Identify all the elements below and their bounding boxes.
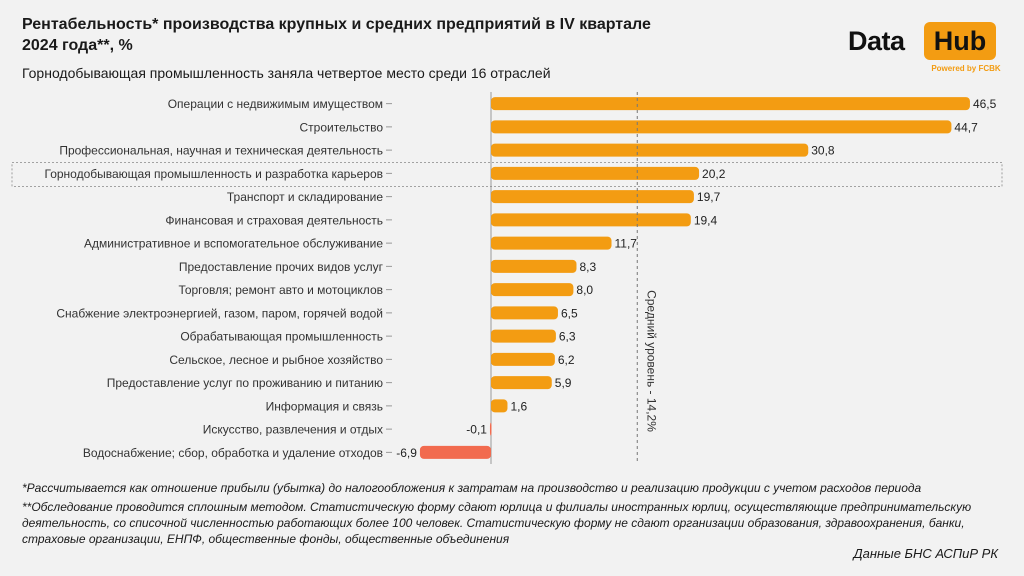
- source-note: Данные БНС АСПиР РК: [853, 546, 998, 561]
- value-label: -0,1: [466, 423, 487, 437]
- category-label: Водоснабжение; сбор, обработка и удалени…: [83, 446, 383, 460]
- bar: [491, 213, 691, 227]
- bar: [491, 190, 694, 204]
- value-label: 20,2: [702, 167, 726, 181]
- bar: [491, 399, 508, 413]
- value-label: 8,3: [579, 260, 596, 274]
- category-label: Торговля; ремонт авто и мотоциклов: [178, 283, 383, 297]
- value-label: 1,6: [510, 399, 527, 413]
- chart-subtitle: Горнодобывающая промышленность заняла че…: [22, 65, 551, 81]
- category-label: Профессиональная, научная и техническая …: [59, 144, 383, 158]
- category-label: Горнодобывающая промышленность и разрабо…: [45, 167, 384, 181]
- value-label: 8,0: [576, 283, 593, 297]
- bar: [489, 422, 492, 436]
- value-label: 44,7: [954, 120, 978, 134]
- bar: [491, 120, 952, 134]
- bar: [491, 376, 552, 390]
- category-label: Административное и вспомогательное обслу…: [84, 237, 383, 251]
- logo-powered-text: Powered by FCBK: [931, 64, 1001, 73]
- bar: [419, 445, 491, 459]
- value-label: 19,4: [694, 213, 718, 227]
- category-label: Операции с недвижимым имуществом: [168, 97, 383, 111]
- category-label: Предоставление прочих видов услуг: [179, 260, 384, 274]
- bar: [491, 352, 555, 366]
- datahub-logo: Data Hub Powered by FCBK: [848, 22, 1001, 78]
- bar: [491, 283, 574, 297]
- category-label: Транспорт и складирование: [227, 190, 383, 204]
- value-label: 6,5: [561, 306, 578, 320]
- value-label: -6,9: [396, 446, 417, 460]
- value-label: 19,7: [697, 190, 721, 204]
- value-label: 11,7: [615, 237, 638, 251]
- bar: [491, 306, 558, 320]
- category-label: Информация и связь: [266, 399, 383, 413]
- logo-hub-text: Hub: [924, 22, 996, 60]
- value-label: 46,5: [973, 97, 997, 111]
- category-label: Искусство, развлечения и отдых: [203, 423, 383, 437]
- bar: [491, 259, 577, 273]
- category-label: Строительство: [299, 120, 383, 134]
- chart-title: Рентабельность* производства крупных и с…: [22, 16, 651, 54]
- category-label: Предоставление услуг по проживанию и пит…: [107, 376, 383, 390]
- value-label: 5,9: [555, 376, 572, 390]
- highlight-box: [11, 161, 1003, 187]
- bar: [491, 329, 556, 343]
- logo-data-text: Data: [848, 26, 905, 56]
- average-line-label: Средний уровень - 14,2%: [644, 290, 658, 432]
- bar: [491, 236, 612, 250]
- footnote-2: **Обследование проводится сплошным метод…: [22, 500, 972, 546]
- category-label: Сельское, лесное и рыбное хозяйство: [169, 353, 383, 367]
- bar: [491, 166, 700, 180]
- bar: [491, 143, 809, 157]
- value-label: 30,8: [811, 144, 835, 158]
- value-label: 6,3: [559, 330, 576, 344]
- category-label: Снабжение электроэнергией, газом, паром,…: [56, 306, 383, 320]
- value-label: 6,2: [558, 353, 575, 367]
- category-label: Финансовая и страховая деятельность: [165, 213, 383, 227]
- footnote-1: *Рассчитывается как отношение прибыли (у…: [22, 481, 922, 495]
- bar: [491, 97, 970, 111]
- category-label: Обрабатывающая промышленность: [180, 330, 383, 344]
- bar-chart: Операции с недвижимым имуществом 46,5 Стро…: [11, 92, 1003, 464]
